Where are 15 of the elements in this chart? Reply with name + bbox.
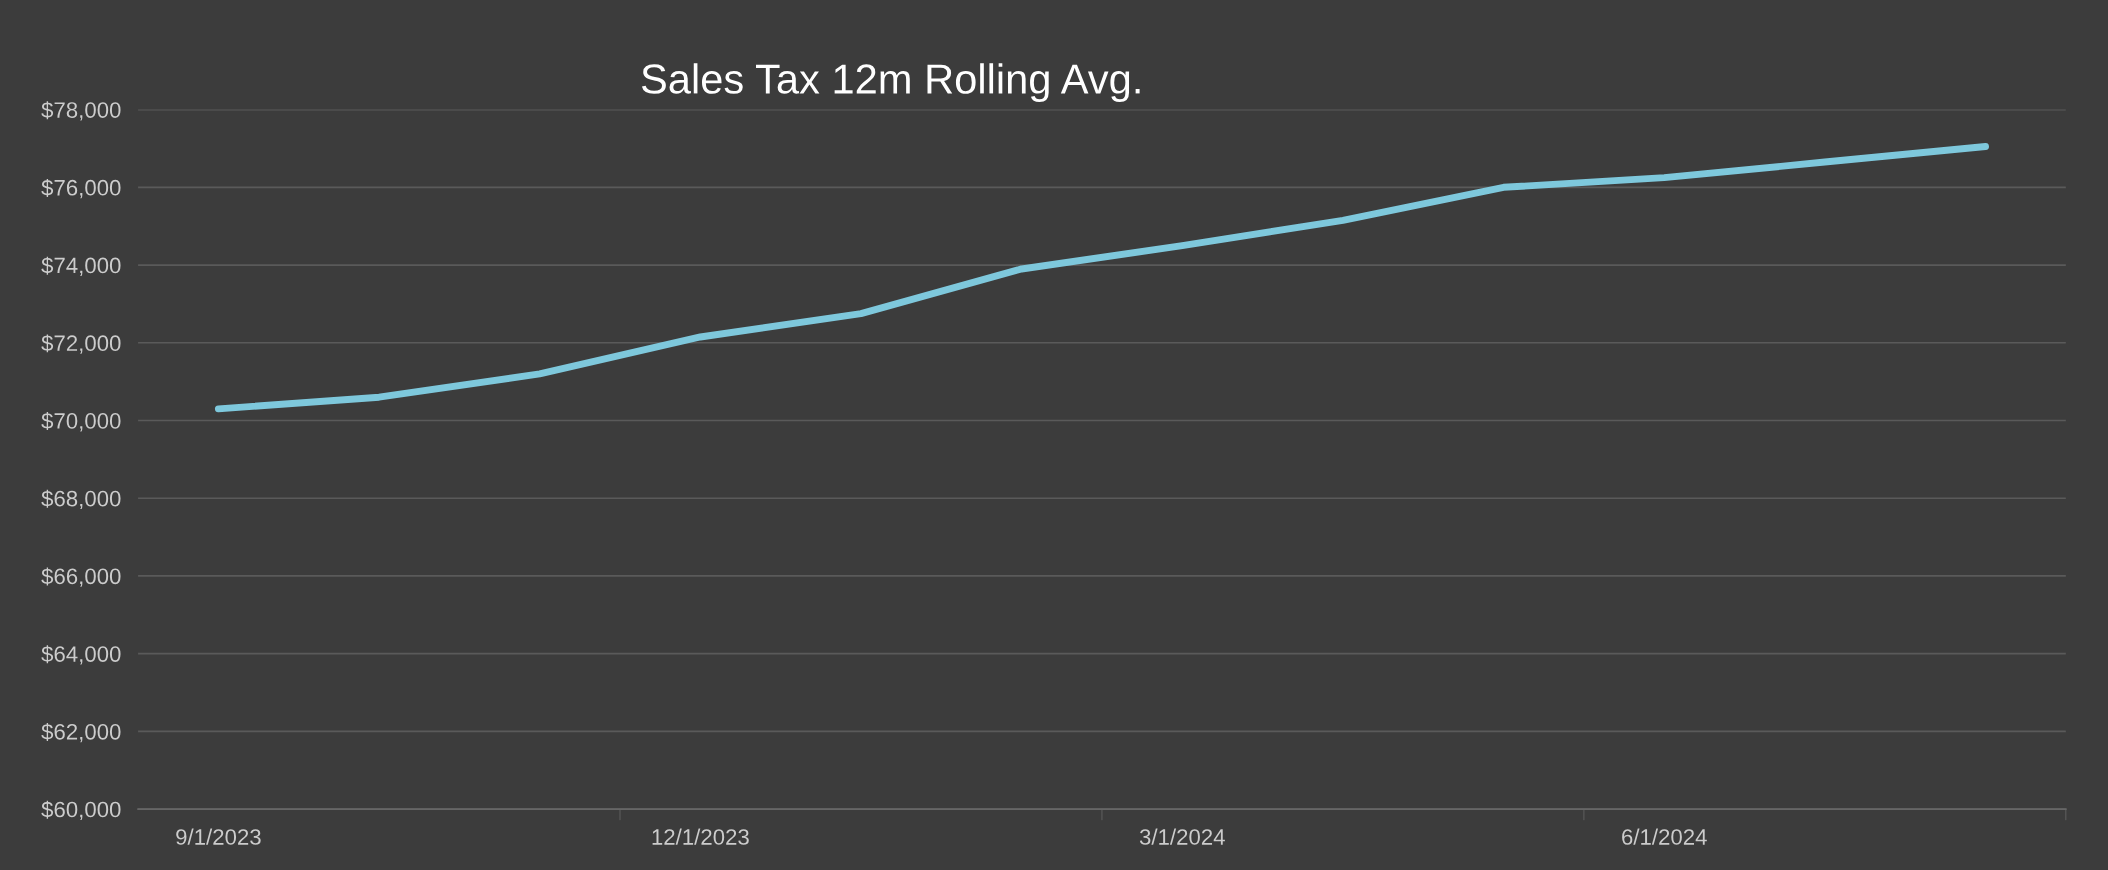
y-tick-label: $70,000 — [41, 412, 121, 432]
x-tick-label: 3/1/2024 — [1139, 828, 1225, 845]
y-tick-label: $74,000 — [41, 256, 121, 276]
x-tick-label: 6/1/2024 — [1622, 828, 1707, 845]
x-tick-label: 9/1/2023 — [176, 828, 261, 845]
y-tick-label: $64,000 — [41, 645, 121, 665]
x-tick-label: 12/1/2023 — [652, 828, 749, 845]
y-tick-label: $66,000 — [41, 567, 121, 587]
y-tick-label: $78,000 — [41, 101, 121, 121]
chart-title: Sales Tax 12m Rolling Avg. — [641, 63, 1140, 103]
y-tick-label: $72,000 — [41, 334, 121, 354]
y-tick-label: $76,000 — [41, 178, 121, 199]
y-tick-label: $68,000 — [41, 489, 121, 510]
y-tick-label: $60,000 — [41, 800, 121, 820]
y-tick-label: $62,000 — [41, 722, 121, 743]
